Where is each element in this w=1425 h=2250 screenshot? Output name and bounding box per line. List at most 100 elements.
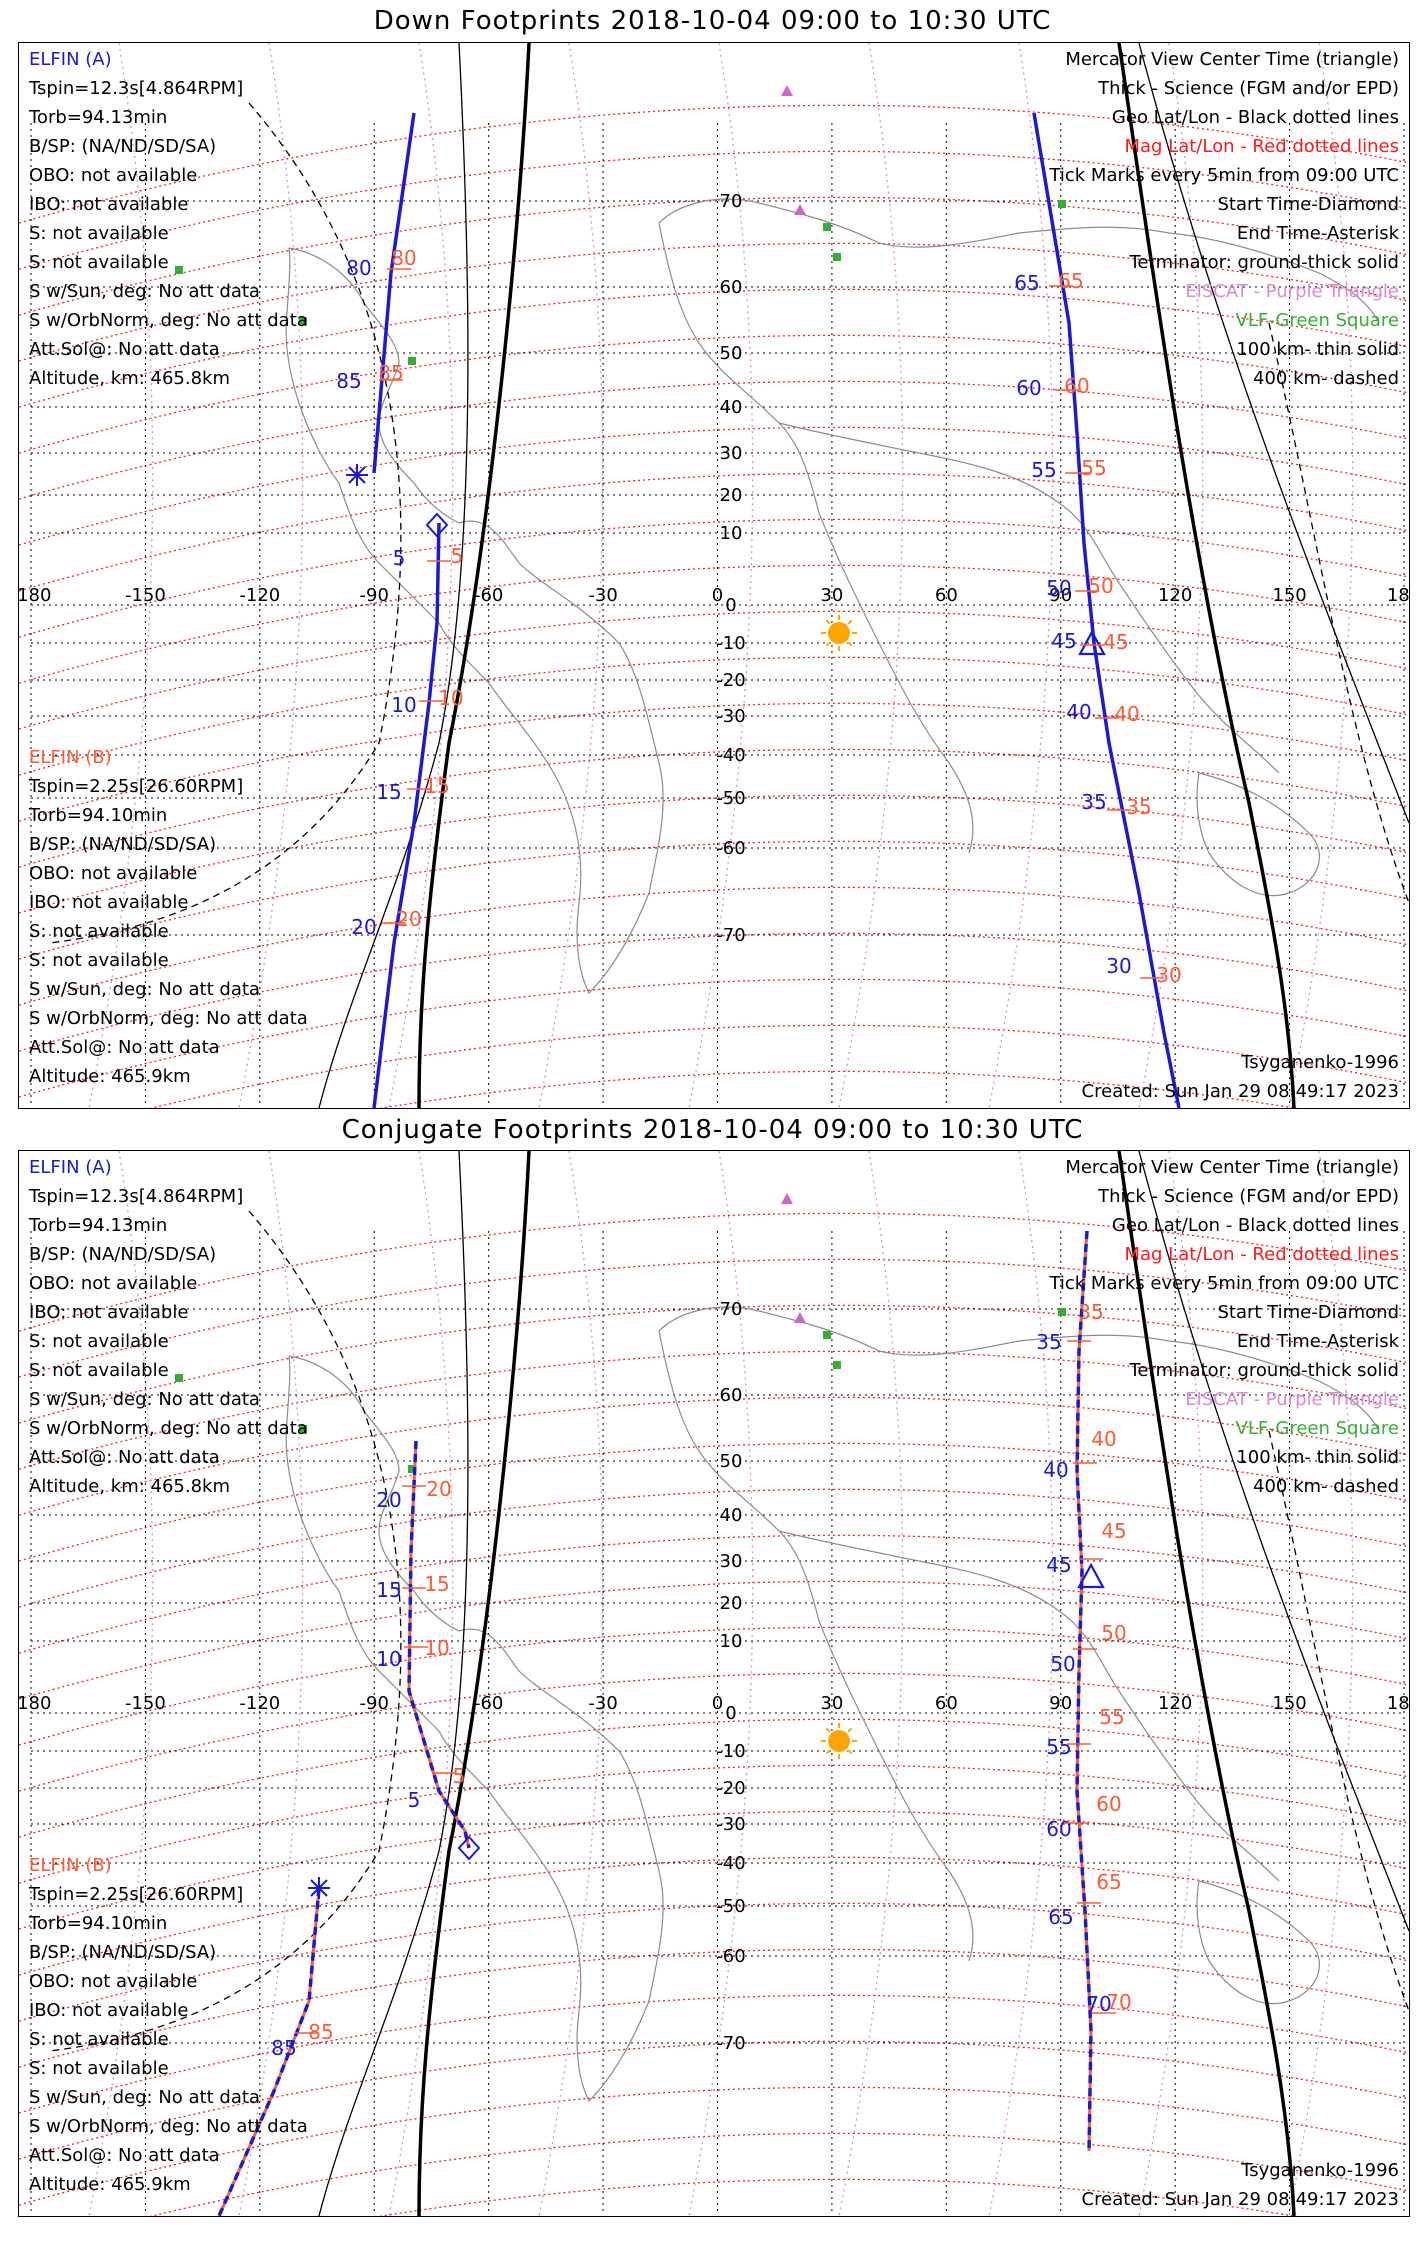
sat-b-info: ELFIN (B) Tspin=2.25s[26.60RPM] Torb=94.… [29,743,308,1091]
sat-b-line: S: not available [29,921,169,942]
sat-b-line: S w/Sun, deg: No att data [29,2087,260,2108]
sat-a-line: S: not available [29,223,169,244]
legend-item: Thick - Science (FGM and/or EPD) [1098,1186,1399,1207]
track-tick-label-orange: 50 [1101,1621,1126,1645]
mag-latitude-line [19,196,1409,316]
sat-a-line: S w/OrbNorm, deg: No att data [29,310,308,331]
sun-ray [847,641,853,647]
track-tick-label-orange: 65 [1058,269,1083,293]
latitude-label: 0 [725,1703,736,1724]
sat-a-line: IBO: not available [29,1302,189,1323]
sat-a-name: ELFIN (A) [29,49,112,70]
track-tick-label-blue: 45 [1046,1553,1071,1577]
latitude-label: 50 [720,1451,743,1472]
track-tick-label-blue: 50 [1050,1652,1075,1676]
track-tick-label-blue: 15 [376,780,401,804]
longitude-label: 60 [935,1693,958,1714]
start-diamond-icon [457,1835,481,1861]
mag-latitude-line [19,1902,1409,2022]
mag-latitude-line [19,104,1409,224]
vlf-square-icon [175,1374,183,1382]
map-footer: Tsyganenko-1996 Created: Sun Jan 29 08:4… [1082,2156,1399,2214]
sat-a-line: Altitude, km: 465.8km [29,1476,231,1497]
legend-item: End Time-Asterisk [1236,223,1399,244]
sat-b-line: IBO: not available [29,2000,189,2021]
panel-title-conjugate: Conjugate Footprints 2018-10-04 09:00 to… [341,1115,1084,1145]
mag-latitude-line [19,1994,1409,2114]
mag-latitude-line [19,1488,1409,1608]
terminator-100km-line [318,1151,469,2216]
coastline [288,1355,664,2103]
latitude-label: 70 [720,1299,743,1320]
track-tick-label-orange: 80 [391,246,416,270]
sat-b-line: Torb=94.10min [29,805,168,826]
mag-latitude-line [19,1626,1409,1746]
mag-longitude-line [838,43,904,1108]
latitude-label: 10 [720,523,743,544]
longitude-label: 90 [1049,585,1072,606]
latitude-label: -50 [716,788,745,809]
sat-a-line: OBO: not available [29,1273,198,1294]
longitude-label: 60 [935,585,958,606]
track-tick-label-orange: 70 [1106,1990,1131,2014]
map-legend: Mercator View Center Time (triangle) Thic… [1049,45,1399,393]
terminator-400km-line [48,1210,402,2052]
latitude-label: -10 [716,1741,745,1762]
mag-latitude-line [19,2086,1409,2206]
sat-b-line: OBO: not available [29,863,198,884]
legend-item: 100 km- thin solid [1236,339,1399,360]
sat-a-line: Torb=94.13min [29,1215,168,1236]
coastline [778,422,1280,774]
mag-latitude-line [19,150,1409,270]
mag-latitude-line [19,1534,1409,1654]
sun-ray [825,641,831,647]
track-tick-label-blue: 65 [1048,1905,1073,1929]
mag-latitude-line [19,426,1409,546]
sat-a-name: ELFIN (A) [29,1157,112,1178]
track-tick-label-blue: 35 [1036,1330,1061,1354]
track-tick-label-blue: 5 [408,1788,421,1812]
latitude-label: 20 [720,1593,743,1614]
sat-a-line: B/SP: (NA/ND/SD/SA) [29,1244,217,1265]
track-tick-label-orange: 20 [426,1477,451,1501]
track-tick-label-orange: 15 [424,774,449,798]
vlf-square-icon [833,253,841,261]
view-center-triangle-icon [1077,1562,1105,1589]
sat-a-line: OBO: not available [29,165,198,186]
mag-latitude-line [19,748,1409,868]
latitude-label: 40 [720,1505,743,1526]
longitude-label: 0 [712,1693,723,1714]
latitude-label: 60 [720,1385,743,1406]
track-tick-label-blue: 55 [1031,458,1056,482]
model-name: Tsyganenko-1996 [1241,1052,1399,1073]
vlf-square-icon [1058,200,1066,208]
sat-a-line: Tspin=12.3s[4.864RPM] [29,1186,244,1207]
footprint-track-line [1075,1230,1093,2152]
legend-item: Start Time-Diamond [1217,1302,1399,1323]
legend-item: Thick - Science (FGM and/or EPD) [1098,78,1399,99]
mag-latitude-line [378,1070,1298,1108]
longitude-label: -120 [239,1693,280,1714]
mag-latitude-line [19,472,1409,592]
legend-item: Terminator: ground-thick solid [1129,1360,1399,1381]
end-asterisk-icon [310,1879,328,1897]
longitude-label: -60 [474,1693,503,1714]
mag-latitude-line [19,1212,1409,1332]
mag-longitude-line [988,43,1054,1108]
longitude-label: -30 [588,585,617,606]
sun-ray [825,1749,831,1755]
track-tick-label-blue: 5 [393,546,406,570]
mag-longitude-line [388,43,454,1108]
vlf-square-icon [299,317,307,325]
sat-a-line: Att.Sol@: No att data [29,339,220,360]
latitude-label: -30 [716,706,745,727]
legend-item: EISCAT - Purple Triangle [1185,281,1399,302]
mag-latitude-line [19,1672,1409,1792]
legend-item: 100 km- thin solid [1236,1447,1399,1468]
sun-icon [828,1730,850,1752]
sat-b-line: S w/OrbNorm, deg: No att data [29,2116,308,2137]
legend-item: Tick Marks every 5min from 09:00 UTC [1049,165,1399,186]
track-tick-label-orange: 10 [438,686,463,710]
end-asterisk-icon [348,466,366,484]
sat-b-line: OBO: not available [29,1971,198,1992]
